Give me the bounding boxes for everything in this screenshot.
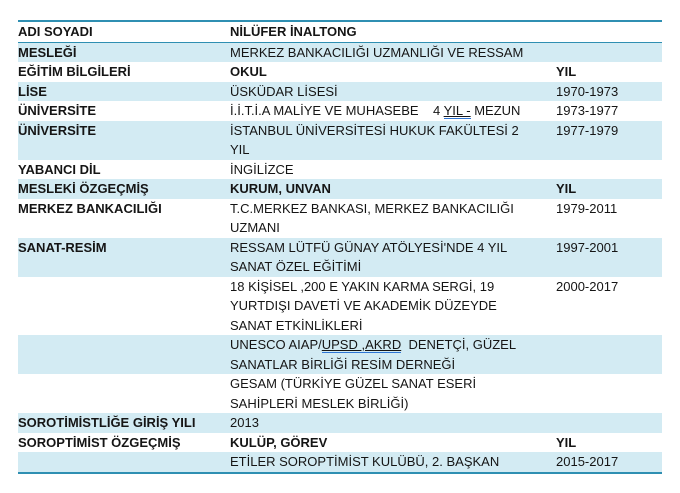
table-row-gesam: GESAM (TÜRKİYE GÜZEL SANAT ESERİ SAHİPLE… [18,374,662,413]
row-year-cell: 1970-1973 [556,83,619,99]
row-label-cell: ADI SOYADI [18,21,230,43]
row-value-cell: ETİLER SOROPTİMİST KULÜBÜ, 2. BAŞKAN [230,454,500,469]
table-row-soroptimist-entry-year: SOROTİMİSTLİĞE GİRİŞ YILI 2013 [18,413,662,433]
row-value-cell: GESAM (TÜRKİYE GÜZEL SANAT ESERİ SAHİPLE… [230,376,477,411]
row-value-cell: İNGİLİZCE [230,161,294,177]
row-label-cell: ÜNİVERSİTE [18,103,97,118]
row-year-cell [556,335,662,374]
row-label-cell [18,452,230,473]
table-row-name: ADI SOYADI NİLÜFER İNALTONG [18,21,662,43]
row-label-cell: MESLEĞİ [18,44,77,60]
table-row-etiler-club: ETİLER SOROPTİMİST KULÜBÜ, 2. BAŞKAN 201… [18,452,662,473]
row-value-cell: T.C.MERKEZ BANKASI, MERKEZ BANKACILIĞI U… [230,200,514,236]
row-year-cell: YIL [556,434,577,450]
row-label-cell: LİSE [18,83,47,99]
row-year-cell [556,21,662,43]
table-row-university-2: ÜNİVERSİTE İSTANBUL ÜNİVERSİTESİ HUKUK F… [18,120,662,160]
row-value-cell: OKUL [230,64,267,79]
row-value-cell: KULÜP, GÖREV [230,434,328,450]
table-row-art-painting: SANAT-RESİM RESSAM LÜTFÜ GÜNAY ATÖLYESİ'… [18,237,662,277]
row-label-cell: SOROTİMİSTLİĞE GİRİŞ YILI [18,415,196,430]
document-page: ADI SOYADI NİLÜFER İNALTONG MESLEĞİ MERK… [18,20,662,474]
row-value-cell: ÜSKÜDAR LİSESİ [230,83,338,99]
row-label-cell [18,277,230,336]
row-year-cell: YIL [556,64,577,79]
table-row-university-1: ÜNİVERSİTE İ.İ.T.İ.A MALİYE VE MUHASEBE … [18,101,662,121]
value-text: İ.İ.T.İ.A MALİYE VE MUHASEBE 4 [230,103,444,118]
row-value-cell: İ.İ.T.İ.A MALİYE VE MUHASEBE 4 YIL - MEZ… [230,101,556,121]
grammar-underlined-text: UPSD ,AKRD [321,337,402,353]
cv-table: ADI SOYADI NİLÜFER İNALTONG MESLEĞİ MERK… [18,20,662,474]
row-value-cell: İSTANBUL ÜNİVERSİTESİ HUKUK FAKÜLTESİ 2 … [230,122,519,158]
row-value-cell: 2013 [230,415,259,430]
table-row-central-banking: MERKEZ BANKACILIĞI T.C.MERKEZ BANKASI, M… [18,199,662,238]
row-value-cell: NİLÜFER İNALTONG [230,21,556,43]
row-year-cell [556,374,662,413]
row-year-cell [556,413,662,433]
table-row-foreign-language: YABANCI DİL İNGİLİZCE [18,160,662,180]
row-year-cell: YIL [556,181,577,196]
table-row-education-header: EĞİTİM BİLGİLERİ OKUL YIL [18,62,662,82]
row-label-cell: EĞİTİM BİLGİLERİ [18,64,131,79]
table-row-profession: MESLEĞİ MERKEZ BANKACILIĞI UZMANLIĞI VE … [18,42,662,62]
value-text: MEZUN [470,103,521,118]
row-value-cell: RESSAM LÜTFÜ GÜNAY ATÖLYESİ'NDE 4 YIL SA… [230,239,508,275]
row-year-cell: 1979-2011 [556,200,618,216]
row-year-cell: 1977-1979 [556,122,619,138]
row-year-cell: 2015-2017 [556,454,619,469]
table-row-highschool: LİSE ÜSKÜDAR LİSESİ 1970-1973 [18,81,662,101]
row-label-cell [18,374,230,413]
table-row-unesco: UNESCO AIAP/UPSD ,AKRD DENETÇİ, GÜZEL SA… [18,335,662,374]
row-year-cell: 1973-1977 [556,103,619,118]
row-label-cell: MESLEKİ ÖZGEÇMİŞ [18,181,149,196]
value-text: DENETÇİ, GÜZEL SANATLAR BİRLİĞİ RESİM DE… [230,337,517,372]
table-row-soroptimist-header: SOROPTİMİST ÖZGEÇMİŞ KULÜP, GÖREV YIL [18,433,662,453]
row-label-cell: YABANCI DİL [18,161,101,177]
row-value-cell: 18 KİŞİSEL ,200 E YAKIN KARMA SERGİ, 19 … [230,278,497,333]
row-value-cell: MERKEZ BANKACILIĞI UZMANLIĞI VE RESSAM [230,44,524,60]
row-label-cell [18,335,230,374]
row-year-cell: 1997-2001 [556,239,619,255]
row-label-cell: MERKEZ BANKACILIĞI [18,200,162,216]
row-label-cell: ÜNİVERSİTE [18,122,97,138]
row-year-cell: 2000-2017 [556,278,619,294]
row-label-cell: SOROPTİMİST ÖZGEÇMİŞ [18,434,181,450]
grammar-underlined-text: YIL - [443,103,471,119]
table-row-exhibitions: 18 KİŞİSEL ,200 E YAKIN KARMA SERGİ, 19 … [18,277,662,336]
table-row-career-header: MESLEKİ ÖZGEÇMİŞ KURUM, UNVAN YIL [18,179,662,199]
row-value-cell: UNESCO AIAP/UPSD ,AKRD DENETÇİ, GÜZEL SA… [230,335,556,374]
row-value-cell: KURUM, UNVAN [230,181,331,196]
row-label-cell: SANAT-RESİM [18,239,107,255]
value-text: UNESCO AIAP/ [230,337,322,352]
row-year-cell [556,160,662,180]
row-year-cell [556,42,662,62]
